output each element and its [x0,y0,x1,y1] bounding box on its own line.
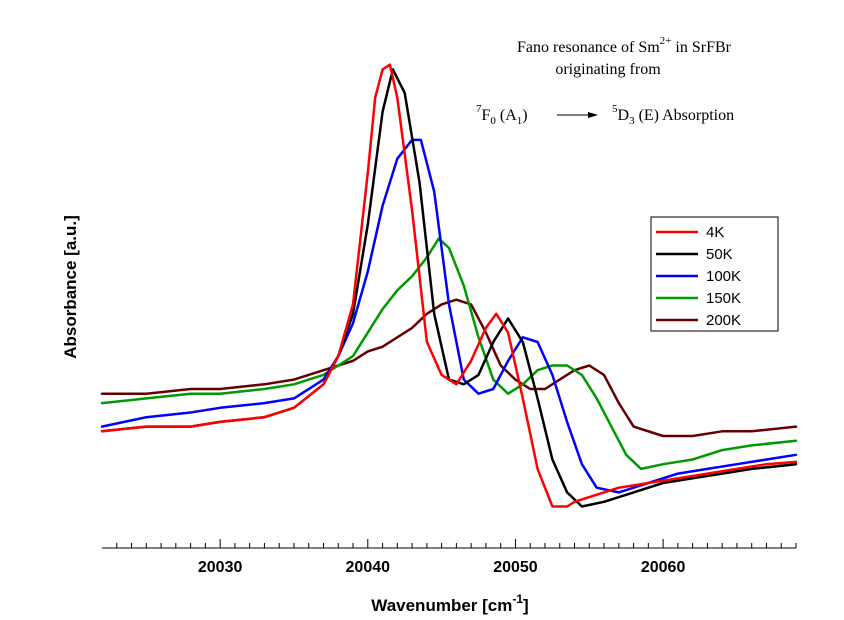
series-line-100K [100,138,798,494]
legend: 4K 50K 100K 150K 200K [650,216,779,332]
x-axis-label-end: ] [523,596,529,615]
legend-label-4K: 4K [706,224,724,241]
legend-box [650,216,779,332]
x-axis-label-main: Wavenumber [cm [371,596,512,615]
anno-sub3: 3 [629,115,635,127]
anno-a1-open: (A [496,107,517,124]
annotation-line3-left: 7F0 (A1) [476,103,528,127]
x-tick-label: 20040 [346,559,391,576]
y-axis-label: Absorbance [a.u.] [61,215,80,359]
annotation: Fano resonance of Sm2+ in SrFBr originat… [476,35,734,127]
series-line-150K [100,237,798,471]
anno-line1-sup: 2+ [660,35,672,47]
annotation-line1: Fano resonance of Sm2+ in SrFBr [517,35,732,56]
legend-label-100K: 100K [706,268,741,285]
legend-label-150K: 150K [706,290,741,307]
anno-d: D [618,107,630,124]
anno-line1-a: Fano resonance of Sm [517,39,660,56]
anno-post-sup: 5 [612,103,618,115]
transition-arrow-head [588,112,598,118]
legend-label-50K: 50K [706,246,733,263]
anno-a1-close: ) [522,107,527,124]
anno-f: F [482,107,491,124]
anno-sub0: 0 [490,115,496,127]
x-tick-label: 20030 [198,559,243,576]
anno-absorption: (E) Absorption [635,107,735,124]
x-ticks: 20030 20040 20050 20060 [116,539,797,576]
series-line-200K [100,298,798,438]
annotation-line3-right: 5D3 (E) Absorption [612,103,734,127]
series-lines [100,63,798,508]
x-tick-label: 20050 [493,559,538,576]
anno-line1-b: in SrFBr [671,39,731,56]
x-axis-label: Wavenumber [cm-1] [371,592,528,615]
annotation-line2: originating from [555,61,661,78]
series-line-4K [100,63,798,508]
anno-sub1: 1 [517,115,523,127]
x-tick-label: 20060 [641,559,686,576]
legend-label-200K: 200K [706,312,741,329]
x-axis-label-sup: -1 [512,592,523,606]
anno-pre-sup: 7 [476,103,482,115]
